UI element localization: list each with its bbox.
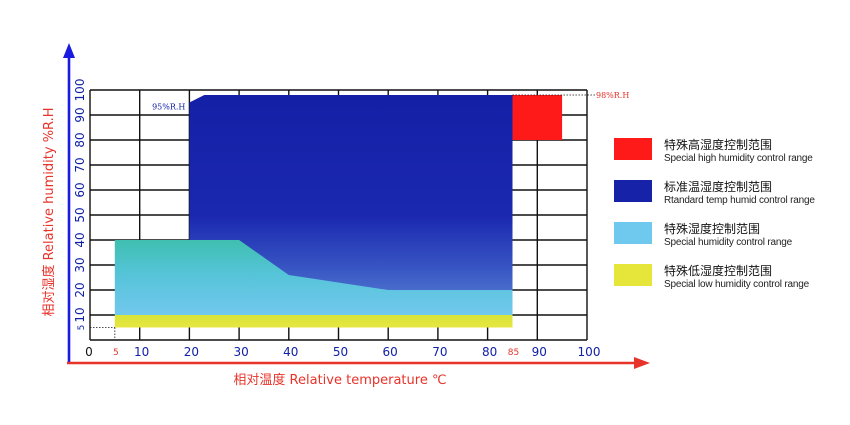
x-axis-arrow-icon <box>634 357 650 369</box>
axes <box>63 43 650 369</box>
y-tick-label: 30 <box>73 257 87 272</box>
annotation-95rh: 95%R.H <box>152 103 185 112</box>
x-tick-label: 40 <box>283 345 298 359</box>
y-tick-label-small: 5 <box>77 325 87 331</box>
legend: 特殊高湿度控制范围 Special high humidity control r… <box>614 136 844 304</box>
annotation-98rh: 98%R.H <box>596 91 629 100</box>
y-axis-arrow-icon <box>63 43 75 58</box>
range-areas <box>114 95 563 328</box>
x-axis-title: 相对温度 Relative temperature ℃ <box>233 372 446 388</box>
legend-item: 特殊低湿度控制范围 Special low humidity control ra… <box>614 262 844 304</box>
legend-label-en: Rtandard temp humid control range <box>664 195 815 206</box>
y-axis-title: 相对湿度 Relative humidity %R.H <box>41 107 57 316</box>
x-tick-label: 90 <box>532 345 547 359</box>
legend-label-en: Special humidity control range <box>664 237 792 248</box>
high-humidity-area <box>512 95 563 140</box>
x-tick-label-small: 85 <box>508 348 519 358</box>
special-humidity-area <box>114 240 513 315</box>
x-tick-label: 50 <box>333 345 348 359</box>
legend-label-en: Special high humidity control range <box>664 153 813 164</box>
low-humidity-area <box>114 315 513 328</box>
x-tick-label: 100 <box>578 345 601 359</box>
x-tick-label: 60 <box>383 345 398 359</box>
legend-label-en: Special low humidity control range <box>664 279 809 290</box>
legend-swatch <box>614 222 652 244</box>
legend-swatch <box>614 138 652 160</box>
x-tick-label-small: 5 <box>113 348 119 358</box>
tick-labels: 0 10 20 30 40 50 60 70 80 90 100 5 85 10 20 30 40 50 60 70 8… <box>73 79 600 359</box>
x-tick-label: 30 <box>233 345 248 359</box>
x-tick-label: 80 <box>482 345 497 359</box>
y-tick-label: 80 <box>73 132 87 147</box>
annotations: 95%R.H 98%R.H <box>152 91 629 112</box>
x-tick-label: 70 <box>432 345 447 359</box>
legend-swatch <box>614 180 652 202</box>
y-tick-label: 20 <box>73 282 87 297</box>
y-tick-label: 60 <box>73 182 87 197</box>
y-tick-label: 70 <box>73 157 87 172</box>
legend-label-cn: 特殊低湿度控制范围 <box>664 264 773 278</box>
y-tick-label: 10 <box>73 307 87 322</box>
legend-item: 特殊高湿度控制范围 Special high humidity control r… <box>614 136 844 178</box>
standard-area <box>189 95 513 315</box>
y-tick-label: 100 <box>73 79 87 102</box>
y-tick-label: 50 <box>73 207 87 222</box>
x-tick-label: 0 <box>85 345 93 359</box>
legend-item: 标准温湿度控制范围 Rtandard temp humid control ran… <box>614 178 844 220</box>
y-tick-label: 90 <box>73 107 87 122</box>
legend-label-cn: 标准温湿度控制范围 <box>664 180 773 194</box>
legend-label-cn: 特殊高湿度控制范围 <box>664 138 773 152</box>
y-tick-label: 40 <box>73 232 87 247</box>
grid-frame <box>90 89 595 340</box>
x-tick-label: 20 <box>184 345 199 359</box>
legend-item: 特殊湿度控制范围 Special humidity control range <box>614 220 844 262</box>
legend-label-cn: 特殊湿度控制范围 <box>664 222 761 236</box>
x-tick-label: 10 <box>134 345 149 359</box>
legend-swatch <box>614 264 652 286</box>
